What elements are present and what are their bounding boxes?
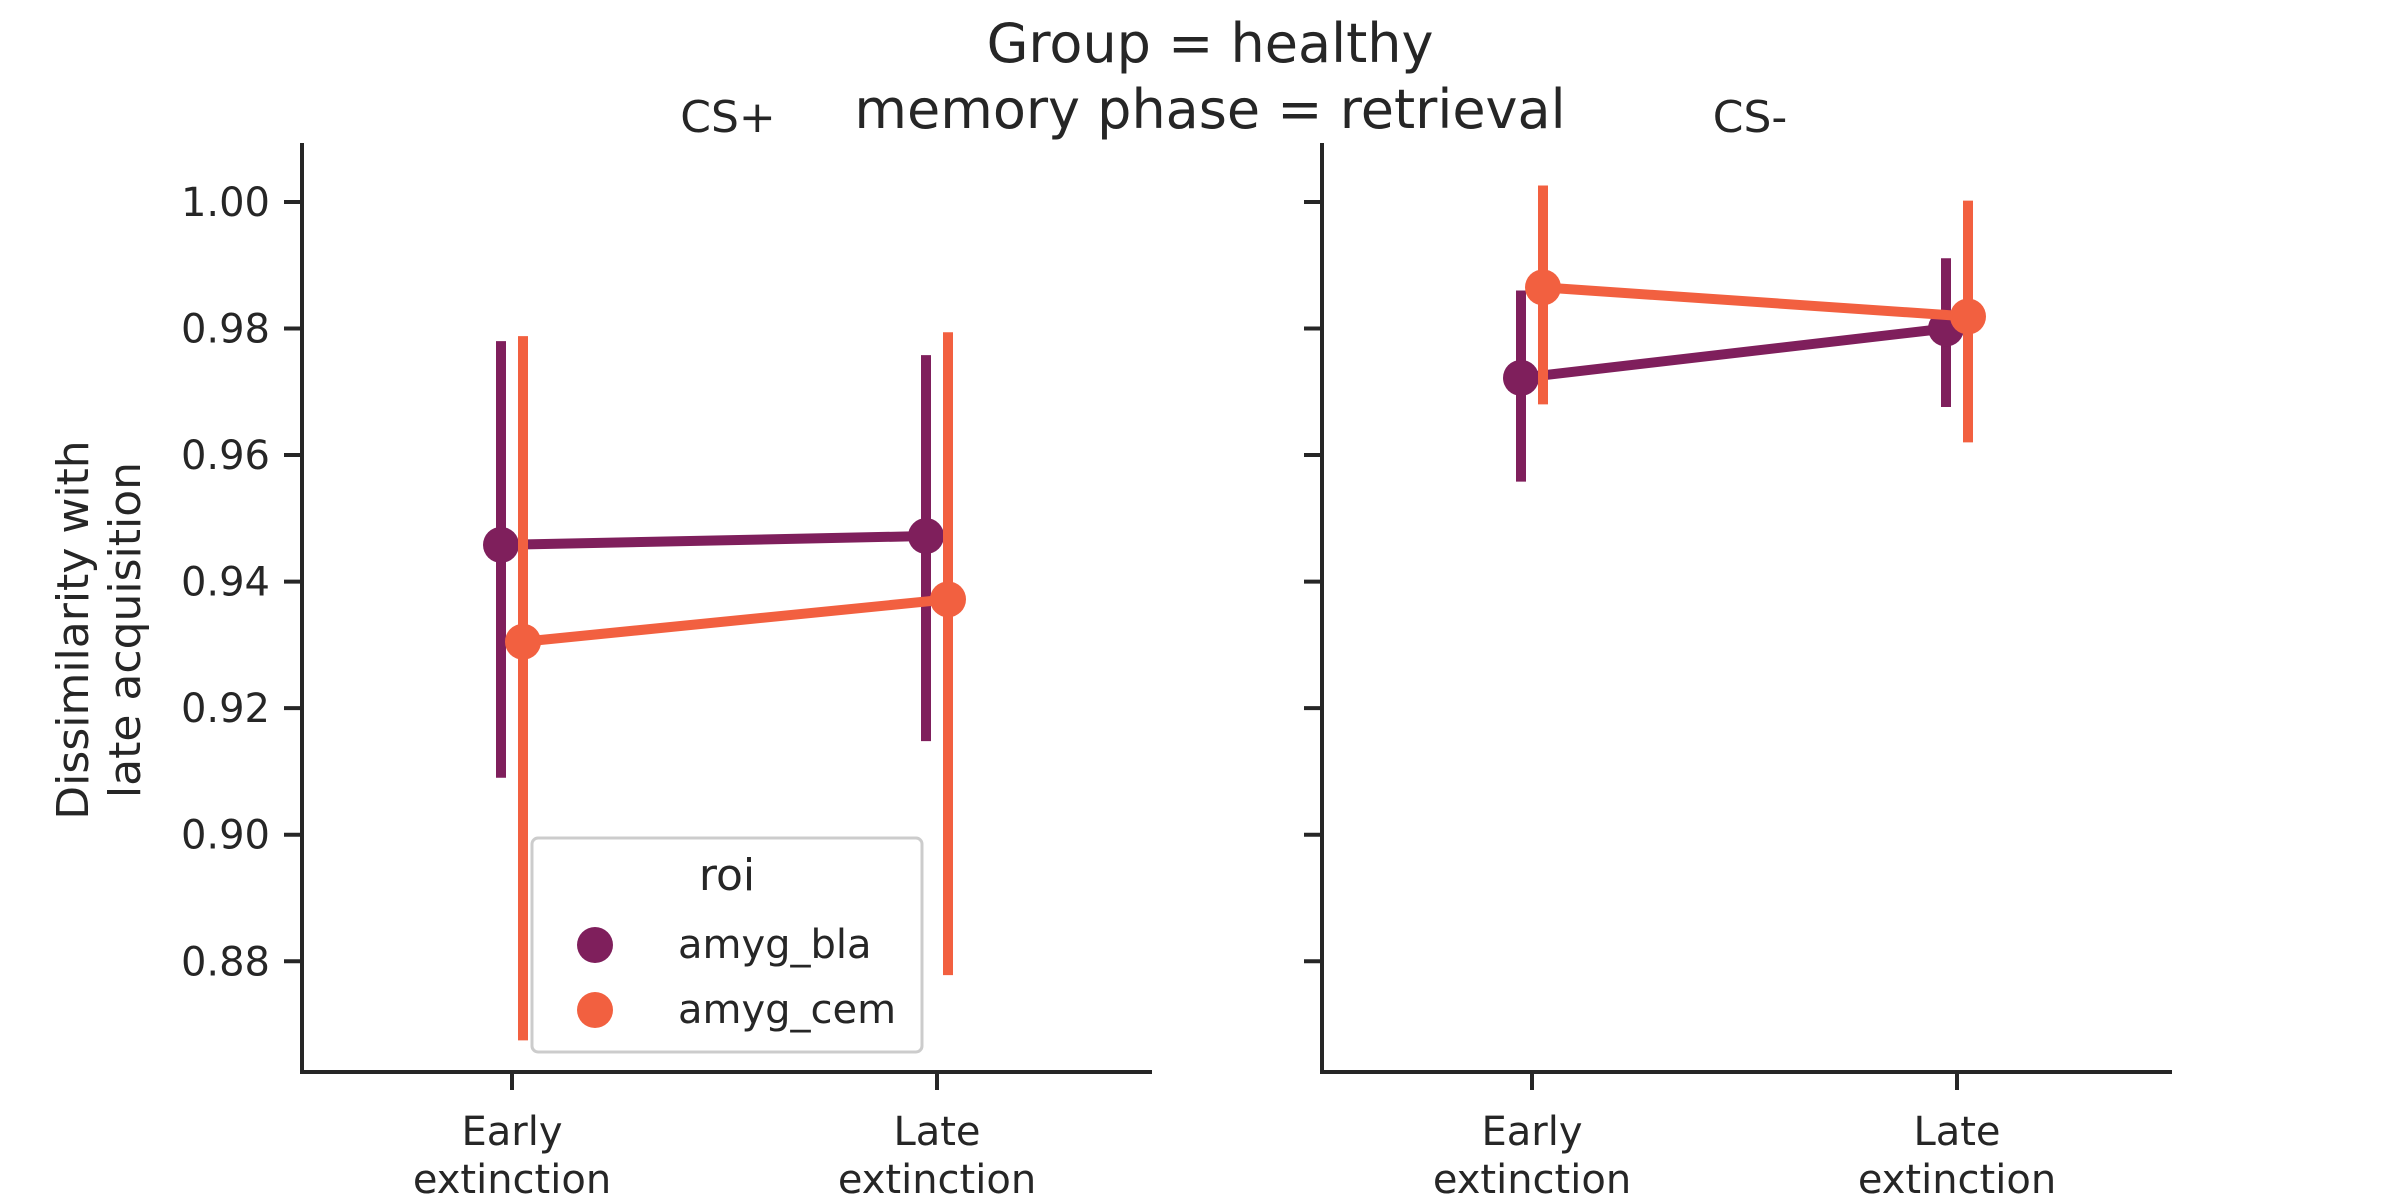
point-amyg-bla	[483, 526, 519, 563]
point-amyg-cem	[930, 581, 966, 618]
y-tick-label: 0.90	[181, 813, 270, 859]
legend-frame	[530, 836, 924, 1054]
y-axis-label-line1: Dissimilarity with	[48, 440, 99, 819]
y-axis-label-line2: late acquisition	[100, 462, 151, 798]
x-tick-label: Early	[461, 1109, 562, 1155]
x-tick-label: Late	[893, 1109, 980, 1155]
legend-title: roi	[699, 850, 755, 901]
series-line-amyg-bla	[500, 531, 927, 550]
legend: roi amyg_bla amyg_cem	[530, 836, 924, 1054]
x-tick-label: extinction	[838, 1157, 1036, 1200]
y-tick-label: 0.88	[181, 939, 270, 985]
x-tick-label: Early	[1481, 1109, 1582, 1155]
series-line-amyg-cem	[522, 594, 949, 647]
y-axis-label: Dissimilarity with late acquisition	[48, 440, 151, 819]
y-tick-label: 0.94	[181, 560, 270, 606]
legend-marker-amyg-bla	[577, 927, 613, 963]
x-tick-label: Late	[1913, 1109, 2000, 1155]
y-tick-label: 0.92	[181, 686, 270, 732]
series-line-amyg-bla	[1520, 323, 1947, 383]
x-tick-label: extinction	[413, 1157, 611, 1200]
panel-title-cs-plus: CS+	[680, 92, 776, 143]
figure-suptitle-line2: memory phase = retrieval	[854, 78, 1565, 141]
panel-cs-plus: CS+ 0.880.900.920.940.960.981.00Earlyext…	[181, 92, 1152, 1200]
point-amyg-bla	[908, 518, 944, 555]
panel-title-cs-minus: CS-	[1713, 92, 1788, 143]
x-tick-label: extinction	[1433, 1157, 1631, 1200]
x-tick-label: extinction	[1858, 1157, 2056, 1200]
y-tick-label: 1.00	[181, 180, 270, 226]
point-amyg-cem	[1525, 269, 1561, 306]
y-tick-label: 0.98	[181, 307, 270, 353]
figure-suptitle-line1: Group = healthy	[987, 12, 1434, 75]
point-amyg-cem	[505, 623, 541, 660]
series-line-amyg-cem	[1542, 282, 1969, 322]
point-amyg-cem	[1950, 298, 1986, 335]
legend-marker-amyg-cem	[577, 992, 613, 1028]
legend-label-amyg-cem: amyg_cem	[678, 987, 896, 1033]
y-tick-label: 0.96	[181, 433, 270, 479]
point-amyg-bla	[1503, 359, 1539, 396]
legend-label-amyg-bla: amyg_bla	[678, 922, 872, 968]
